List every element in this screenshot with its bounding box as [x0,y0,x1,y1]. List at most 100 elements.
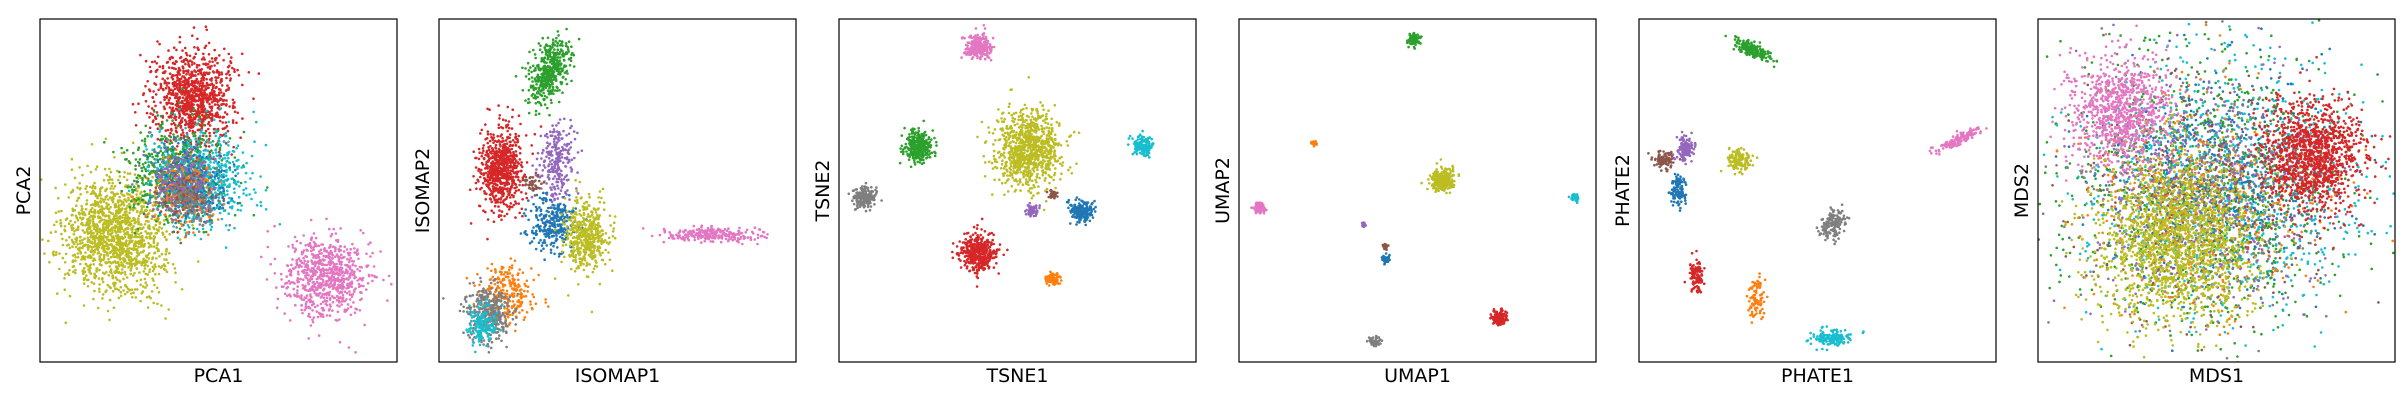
point [169,135,173,139]
point [166,101,170,105]
point [207,203,210,207]
point [76,252,80,255]
point [48,260,51,264]
point [49,231,53,234]
point [151,120,155,124]
point [309,218,313,222]
point [151,215,155,218]
point [211,70,215,73]
point [159,169,163,173]
point [199,145,202,149]
point [103,167,107,171]
point [204,44,208,48]
point [212,186,216,189]
point [135,176,138,180]
point [219,191,222,194]
point [232,101,235,105]
point [228,64,231,68]
point [191,189,195,193]
point [180,120,184,123]
point [124,241,127,245]
point [112,192,116,196]
point [214,157,217,161]
point [75,216,79,219]
point [221,115,225,119]
point [173,159,176,163]
point [168,189,171,193]
point [220,184,224,187]
point [260,255,263,259]
point [180,163,184,166]
point [173,192,177,196]
point [170,122,173,126]
point [230,56,233,59]
point [204,221,207,225]
point [179,55,183,59]
point [140,139,144,142]
point [161,151,165,155]
point [93,215,97,218]
point [181,201,185,204]
point [209,214,212,217]
point [207,233,210,237]
point [202,52,205,56]
point [159,138,163,141]
point [205,134,208,138]
point [113,156,116,159]
point [199,217,203,220]
point [108,265,112,268]
point [114,255,118,258]
point [144,230,147,233]
point [210,219,213,222]
point [179,241,183,245]
point [47,239,50,243]
point [118,224,122,228]
point [127,236,130,239]
point [208,172,211,176]
point [350,280,354,284]
point [210,82,213,86]
point [214,148,217,152]
point [192,85,195,88]
point [176,169,180,172]
point [208,60,211,63]
point [117,261,120,265]
point [148,252,151,255]
point [102,238,105,242]
point [214,79,218,82]
point [189,209,192,212]
point [105,202,108,205]
point [161,233,165,236]
point [169,201,172,205]
point [199,90,203,94]
point [115,278,119,281]
point [82,210,85,214]
point [211,84,215,88]
point [181,168,184,172]
point [295,263,299,267]
point [120,236,124,240]
point [156,302,159,306]
point [241,83,244,87]
point [135,279,139,283]
point [84,187,87,191]
point [66,244,69,247]
point [152,239,156,243]
point [172,135,176,139]
point [207,189,211,192]
point [171,198,174,202]
point [353,247,356,250]
point [159,101,162,104]
point [176,158,180,162]
point [161,160,164,163]
point [155,111,159,114]
point [193,55,196,59]
point [325,263,329,267]
point [215,203,219,207]
point [130,200,133,203]
point [194,74,197,77]
point [108,298,112,302]
point [191,169,194,173]
point [225,170,228,174]
point [102,246,106,250]
